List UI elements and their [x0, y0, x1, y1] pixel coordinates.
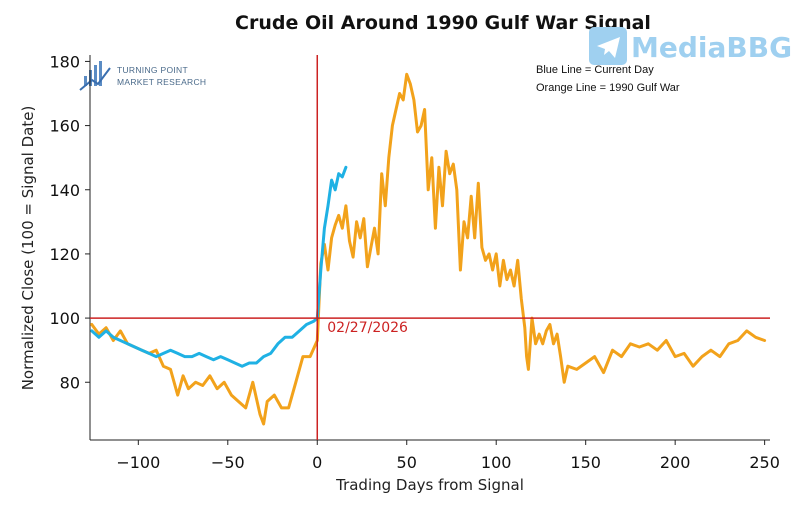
x-tick-label: 100 [481, 453, 512, 472]
watermark-text: MediaBBG [631, 31, 792, 64]
y-tick-label: 160 [49, 117, 80, 136]
y-tick-label: 180 [49, 52, 80, 71]
y-tick-label: 140 [49, 181, 80, 200]
x-tick-label: 50 [397, 453, 417, 472]
logo-line-1: TURNING POINT [117, 65, 188, 75]
x-tick-label: 0 [312, 453, 322, 472]
x-tick-label: −100 [116, 453, 160, 472]
signal-date-label: 02/27/2026 [327, 320, 408, 336]
y-axis-label: Normalized Close (100 = Signal Date) [19, 106, 37, 391]
note-blue-line: Blue Line = Current Day [536, 64, 654, 76]
x-tick-label: 250 [749, 453, 780, 472]
gulf-war-1990-line [90, 72, 767, 426]
signal-layer: 02/27/2026 [90, 55, 770, 440]
x-axis-label: Trading Days from Signal [335, 476, 524, 494]
x-tick-label: 150 [570, 453, 601, 472]
y-tick-label: 100 [49, 309, 80, 328]
watermark: MediaBBG [589, 27, 792, 65]
x-tick-label: −50 [211, 453, 245, 472]
current-day-line [90, 165, 348, 368]
note-orange-line: Orange Line = 1990 Gulf War [536, 82, 680, 94]
y-tick-label: 80 [60, 373, 80, 392]
chart-title: Crude Oil Around 1990 Gulf War Signal [235, 12, 651, 34]
series-layer [90, 72, 767, 426]
logo-line-2: MARKET RESEARCH [117, 77, 206, 87]
x-tick-label: 200 [660, 453, 691, 472]
telegram-plane-glyph [597, 37, 620, 58]
tick-layer: −100 −50 0 50 100 150 200 250 80 100 120 140 160 180 [49, 52, 779, 472]
y-tick-label: 120 [49, 245, 80, 264]
